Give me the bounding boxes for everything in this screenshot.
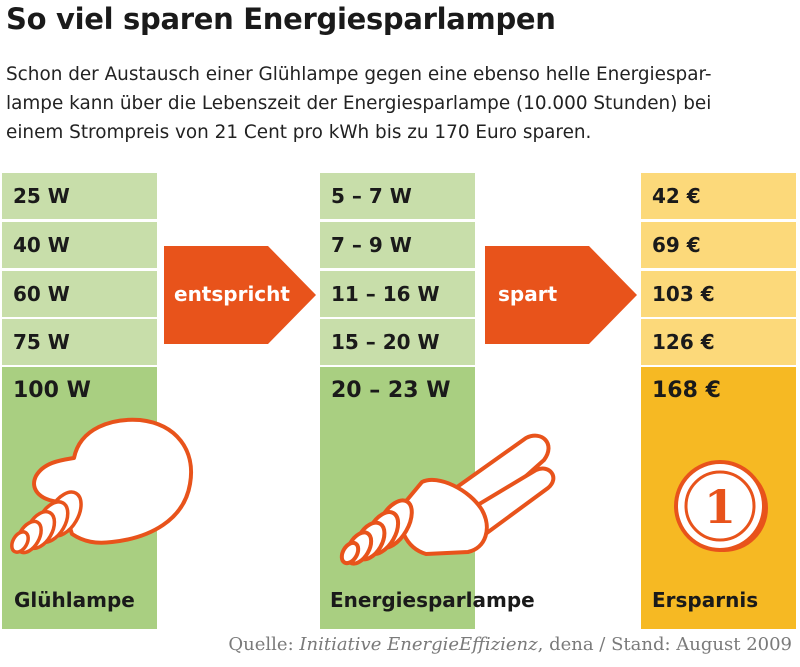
light-bulb-icon bbox=[10, 417, 193, 555]
coin-label: 1 bbox=[704, 480, 736, 534]
intro-line: Schon der Austausch einer Glühlampe gege… bbox=[6, 64, 712, 85]
intro-line: lampe kann über die Lebenszeit der Energ… bbox=[6, 93, 712, 114]
source-prefix: Quelle: bbox=[228, 634, 300, 655]
source-note: Quelle: Initiative EnergieEffizienz, den… bbox=[228, 634, 792, 655]
wattage-cell: 75 W bbox=[2, 319, 157, 365]
label-ersparnis: Ersparnis bbox=[652, 588, 759, 612]
wattage-cell: 25 W bbox=[2, 173, 157, 219]
savings-cell: 42 € bbox=[641, 173, 796, 219]
label-gluehlampe: Glühlampe bbox=[14, 588, 135, 612]
wattage-cell: 11 – 16 W bbox=[320, 271, 475, 317]
wattage-cell: 40 W bbox=[2, 222, 157, 268]
arrow-entspricht bbox=[164, 246, 316, 344]
intro-line: einem Strompreis von 21 Cent pro kWh bis… bbox=[6, 122, 592, 143]
savings-cell: 126 € bbox=[641, 319, 796, 365]
wattage-cell: 15 – 20 W bbox=[320, 319, 475, 365]
wattage-cell: 60 W bbox=[2, 271, 157, 317]
wattage-cell: 5 – 7 W bbox=[320, 173, 475, 219]
coin-icon: 1 bbox=[674, 460, 768, 552]
savings-cell: 168 € bbox=[641, 367, 796, 629]
energy-saving-lamp-icon bbox=[339, 433, 556, 566]
intro-text: Schon der Austausch einer Glühlampe gege… bbox=[6, 60, 796, 147]
arrow-label-spart: spart bbox=[498, 282, 558, 306]
savings-cell: 103 € bbox=[641, 271, 796, 317]
savings-cell: 69 € bbox=[641, 222, 796, 268]
arrow-spart bbox=[485, 246, 637, 344]
wattage-cell: 7 – 9 W bbox=[320, 222, 475, 268]
page-title: So viel sparen Energiesparlampen bbox=[6, 2, 556, 36]
arrow-label-entspricht: entspricht bbox=[174, 282, 290, 306]
source-org: Initiative EnergieEffizienz bbox=[299, 634, 538, 655]
label-energiesparlampe: Energiesparlampe bbox=[330, 588, 535, 612]
source-suffix: , dena / Stand: August 2009 bbox=[537, 634, 792, 655]
